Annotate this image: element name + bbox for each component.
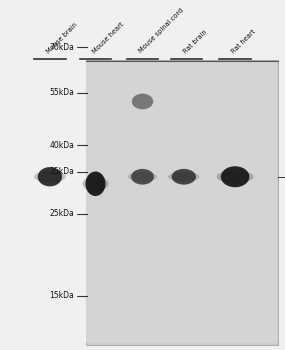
Ellipse shape [83, 176, 109, 191]
Ellipse shape [172, 169, 196, 185]
Text: Mouse heart: Mouse heart [91, 21, 125, 54]
Text: 55kDa: 55kDa [49, 88, 74, 97]
Ellipse shape [131, 169, 154, 185]
Text: 70kDa: 70kDa [49, 43, 74, 52]
Ellipse shape [221, 166, 249, 187]
Ellipse shape [38, 167, 62, 186]
Text: 25kDa: 25kDa [49, 209, 74, 218]
Text: 35kDa: 35kDa [49, 167, 74, 176]
Ellipse shape [86, 172, 105, 196]
Text: Rat brain: Rat brain [182, 28, 208, 54]
Bar [86, 60, 278, 345]
Text: 40kDa: 40kDa [49, 141, 74, 150]
Ellipse shape [217, 170, 254, 183]
Ellipse shape [128, 172, 157, 182]
Ellipse shape [168, 172, 199, 182]
Text: Rat heart: Rat heart [231, 28, 257, 54]
Text: Mouse brain: Mouse brain [46, 21, 79, 54]
Text: 15kDa: 15kDa [49, 291, 74, 300]
Bar [86, 61, 277, 343]
Ellipse shape [34, 171, 66, 183]
Ellipse shape [132, 93, 153, 109]
Text: Mouse spinal cord: Mouse spinal cord [138, 7, 185, 54]
